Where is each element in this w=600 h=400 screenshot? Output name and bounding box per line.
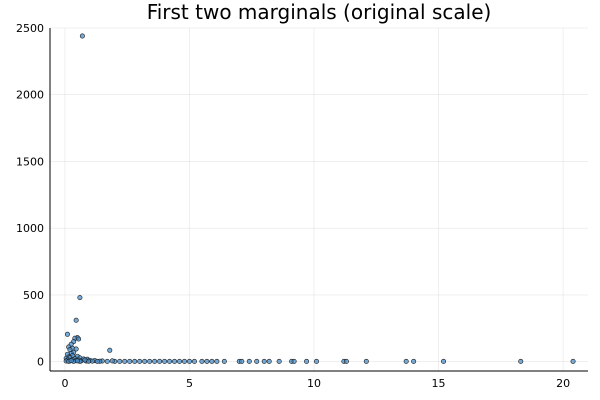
- scatter-point: [73, 317, 79, 323]
- scatter-point: [182, 358, 188, 364]
- scatter-point: [162, 358, 168, 364]
- scatter-point: [147, 358, 153, 364]
- scatter-point: [177, 358, 183, 364]
- scatter-point: [411, 358, 417, 364]
- chart-title: First two marginals (original scale): [147, 0, 492, 24]
- y-tick-label: 2000: [16, 89, 44, 102]
- scatter-point: [109, 358, 115, 364]
- scatter-point: [132, 358, 138, 364]
- y-tick-label: 1000: [16, 222, 44, 235]
- scatter-point: [68, 358, 74, 364]
- y-tick-label: 0: [37, 356, 44, 369]
- scatter-point: [157, 358, 163, 364]
- scatter-point: [343, 358, 349, 364]
- scatter-point: [79, 33, 85, 39]
- scatter-point: [64, 331, 70, 337]
- x-tick-label: 20: [556, 377, 570, 390]
- scatter-point: [172, 358, 178, 364]
- y-tick-label: 2500: [16, 22, 44, 35]
- scatter-point: [73, 346, 79, 352]
- scatter-point: [276, 358, 282, 364]
- scatter-point: [304, 358, 310, 364]
- scatter-point: [77, 295, 83, 301]
- x-tick-label: 15: [432, 377, 446, 390]
- scatter-point: [142, 358, 148, 364]
- scatter-point: [191, 358, 197, 364]
- scatter-point: [363, 358, 369, 364]
- scatter-point: [254, 358, 260, 364]
- scatter-point: [246, 358, 252, 364]
- scatter-point: [214, 358, 220, 364]
- scatter-point: [122, 358, 128, 364]
- axes: [49, 28, 588, 372]
- scatter-point: [221, 358, 227, 364]
- scatter-point: [239, 358, 245, 364]
- scatter-point: [107, 347, 113, 353]
- scatter-point: [94, 358, 100, 364]
- scatter-point: [76, 336, 82, 342]
- x-tick-label: 5: [186, 377, 193, 390]
- tick-labels: 0 5 10 15 20 0 500 1000 1500 2000 2500: [16, 22, 570, 390]
- x-tick-label: 10: [307, 377, 321, 390]
- scatter-point: [209, 358, 215, 364]
- scatter-point: [204, 358, 210, 364]
- scatter-point: [291, 358, 297, 364]
- scatter-point: [314, 358, 320, 364]
- scatter-point: [570, 358, 576, 364]
- scatter-point: [137, 358, 143, 364]
- scatter-point: [104, 358, 110, 364]
- y-tick-label: 1500: [16, 155, 44, 168]
- scatter-point: [199, 358, 205, 364]
- data-points: [63, 33, 576, 364]
- scatter-point: [82, 357, 88, 363]
- scatter-point: [152, 358, 158, 364]
- scatter-point: [117, 358, 123, 364]
- scatter-point: [518, 358, 524, 364]
- scatter-point: [127, 358, 133, 364]
- scatter-point: [186, 358, 192, 364]
- scatter-point: [441, 358, 447, 364]
- scatter-point: [403, 358, 409, 364]
- grid: [50, 27, 588, 371]
- scatter-point: [74, 358, 80, 364]
- y-tick-label: 500: [23, 289, 44, 302]
- scatter-point: [261, 358, 267, 364]
- x-tick-label: 0: [61, 377, 68, 390]
- scatter-point: [266, 358, 272, 364]
- scatter-point: [167, 358, 173, 364]
